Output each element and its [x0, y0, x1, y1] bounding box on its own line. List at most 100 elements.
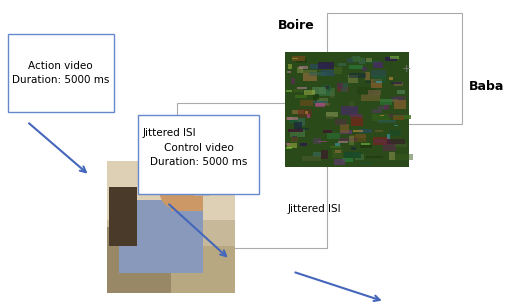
Bar: [394, 96, 406, 102]
Bar: [362, 67, 367, 71]
Bar: [365, 156, 383, 158]
Bar: [317, 98, 328, 105]
Bar: [385, 57, 397, 62]
Bar: [378, 120, 396, 123]
Bar: [324, 86, 329, 89]
Bar: [350, 114, 362, 118]
Bar: [383, 143, 397, 152]
Bar: [321, 70, 335, 76]
Bar: [332, 149, 343, 158]
Bar: [291, 137, 298, 142]
Bar: [393, 116, 404, 120]
Bar: [286, 117, 293, 120]
Bar: [340, 124, 349, 133]
Bar: [292, 110, 304, 114]
Bar: [349, 136, 354, 145]
Bar: [287, 117, 298, 120]
Bar: [292, 56, 305, 61]
Bar: [373, 137, 389, 145]
Bar: [326, 112, 338, 117]
Bar: [318, 62, 334, 69]
Bar: [342, 106, 358, 115]
Bar: [371, 79, 382, 88]
Bar: [374, 75, 386, 83]
Bar: [387, 135, 390, 139]
Bar: [286, 143, 290, 145]
Bar: [390, 56, 399, 59]
Bar: [393, 115, 411, 119]
Bar: [327, 13, 462, 125]
Bar: [351, 117, 363, 126]
Bar: [296, 59, 307, 63]
Bar: [355, 154, 363, 160]
Bar: [294, 122, 302, 129]
Bar: [298, 108, 312, 117]
Bar: [342, 158, 353, 162]
Bar: [315, 103, 325, 107]
Bar: [338, 141, 348, 143]
Bar: [349, 101, 354, 108]
Bar: [388, 114, 405, 117]
Text: Boire: Boire: [278, 19, 315, 32]
Bar: [376, 82, 382, 83]
Bar: [286, 52, 409, 167]
Bar: [177, 103, 327, 248]
Bar: [365, 72, 370, 80]
Bar: [300, 143, 307, 146]
Bar: [305, 111, 308, 114]
Bar: [292, 136, 297, 141]
Bar: [323, 130, 332, 133]
Bar: [380, 115, 384, 116]
Bar: [397, 90, 406, 94]
Bar: [296, 128, 309, 130]
Bar: [349, 65, 363, 69]
Bar: [315, 103, 330, 106]
Bar: [120, 200, 203, 273]
Bar: [360, 145, 372, 148]
Bar: [389, 152, 395, 160]
Bar: [107, 161, 235, 220]
Bar: [337, 87, 349, 92]
FancyBboxPatch shape: [107, 161, 235, 293]
Bar: [303, 73, 317, 81]
Bar: [348, 75, 358, 83]
Bar: [394, 82, 403, 86]
Bar: [360, 94, 380, 101]
Bar: [378, 106, 387, 109]
Bar: [305, 87, 309, 95]
Bar: [361, 142, 370, 145]
Text: Baba: Baba: [469, 81, 504, 93]
Bar: [326, 116, 333, 119]
Bar: [314, 152, 321, 157]
Bar: [330, 146, 341, 148]
Bar: [364, 61, 379, 63]
Bar: [334, 119, 347, 125]
Bar: [107, 227, 171, 293]
Bar: [297, 87, 307, 89]
Bar: [334, 67, 342, 75]
Bar: [309, 72, 327, 76]
Bar: [312, 88, 326, 94]
Bar: [350, 135, 365, 142]
Bar: [330, 90, 334, 98]
Bar: [293, 89, 303, 92]
Bar: [292, 58, 298, 59]
Bar: [290, 129, 305, 137]
Bar: [388, 130, 401, 136]
Bar: [286, 148, 293, 149]
Bar: [395, 154, 413, 160]
Bar: [315, 92, 331, 95]
Bar: [394, 125, 398, 126]
Bar: [357, 87, 376, 95]
Bar: [291, 78, 295, 84]
Bar: [338, 138, 357, 141]
Bar: [317, 72, 322, 75]
Bar: [319, 88, 334, 96]
Bar: [352, 56, 360, 62]
Ellipse shape: [159, 167, 187, 188]
Bar: [384, 105, 389, 110]
Text: Jittered ISI: Jittered ISI: [143, 128, 196, 138]
Bar: [380, 99, 398, 102]
Bar: [109, 187, 137, 246]
Bar: [389, 77, 393, 80]
